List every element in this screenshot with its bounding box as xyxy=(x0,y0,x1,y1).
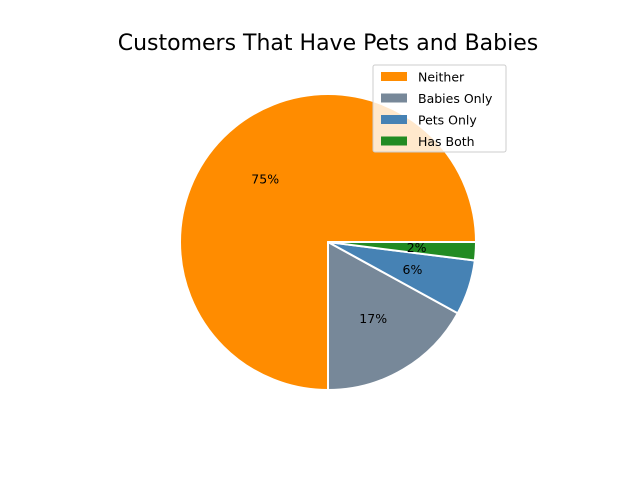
pie-slice-babies-only xyxy=(327,241,459,391)
legend-swatch-has-both xyxy=(381,136,407,146)
legend-label-has-both: Has Both xyxy=(418,134,475,149)
pie-slice-has-both xyxy=(327,241,477,262)
slice-label-neither: 75% xyxy=(251,172,279,187)
pie-slice-labels: 75% 17% 6% 2% xyxy=(251,172,426,326)
legend: Neither Babies Only Pets Only Has Both xyxy=(372,64,507,153)
legend-label-neither: Neither xyxy=(418,70,465,85)
legend-label-babies-only: Babies Only xyxy=(418,91,493,106)
legend-swatch-pets-only xyxy=(381,115,407,124)
slice-label-has-both: 2% xyxy=(407,240,427,255)
legend-swatch-babies-only xyxy=(381,93,407,103)
pie-slices xyxy=(179,93,477,391)
legend-swatch-neither xyxy=(381,72,407,81)
legend-frame xyxy=(372,64,507,153)
slice-label-pets-only: 6% xyxy=(403,262,423,277)
slice-label-babies-only: 17% xyxy=(359,311,387,326)
chart-title: Customers That Have Pets and Babies xyxy=(118,31,539,56)
legend-label-pets-only: Pets Only xyxy=(418,113,477,128)
